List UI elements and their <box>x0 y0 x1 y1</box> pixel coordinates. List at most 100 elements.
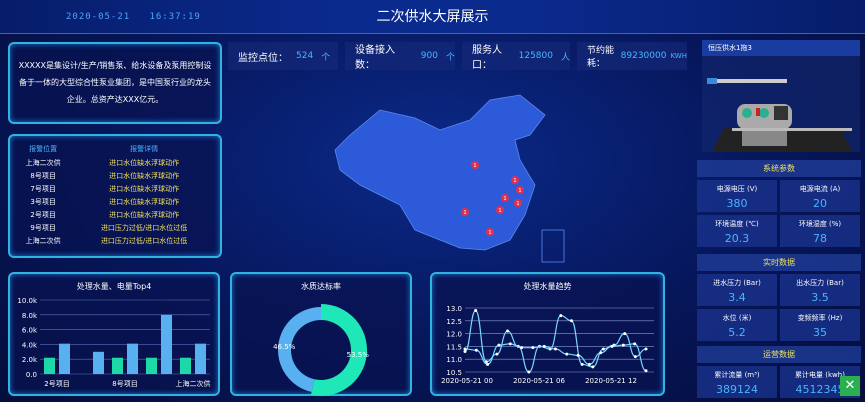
bar-chart-panel: 处理水量、电量Top4 0.0 2.0k 4.0k 6.0k 8.0k 10.0k 2号项目… <box>8 272 220 396</box>
data-point <box>569 319 573 323</box>
x-tick-label: 2号项目 <box>44 380 69 388</box>
stat-label: 设备接入数： <box>355 45 395 71</box>
operation-data: 运营数据 累计流量 (m³) 389124 累计电量 (kwh) 4512345 <box>697 346 861 398</box>
fullscreen-icon[interactable]: ✕ <box>840 376 860 396</box>
stat-monitor-points: 监控点位： 524 个 <box>228 42 338 70</box>
stat-value: 89230000 <box>620 51 667 61</box>
chart-title: 处理水量、电量Top4 <box>76 282 152 291</box>
data-point <box>474 348 478 352</box>
realtime-data: 实时数据 进水压力 (Bar) 3.4 出水压力 (Bar) 3.5 水位 (米) 5.2… <box>697 254 861 341</box>
param-cell: 变频频率 (Hz) 35 <box>780 309 860 341</box>
stat-label: 服务人口： <box>472 45 502 71</box>
param-label: 环境温度 (℃) <box>715 220 759 228</box>
table-row[interactable]: 上海二次供 进口水位缺水浮球动作 <box>14 156 216 169</box>
map-shape <box>334 94 546 251</box>
donut-chart: 53.5% 46.5% <box>273 304 370 396</box>
section-title: 运营数据 <box>697 346 861 363</box>
param-value: 78 <box>813 232 827 245</box>
donut-chart-panel: 水质达标率 53.5% 46.5% <box>230 272 412 396</box>
table-row[interactable]: 7号项目 进口水位缺水浮球动作 <box>14 182 216 195</box>
table-row[interactable]: 上海二次供 进口压力过低/进口水位过低 <box>14 234 216 247</box>
stat-value: 125800 <box>518 51 553 61</box>
map-marker[interactable]: 1 <box>514 199 522 207</box>
data-point <box>531 346 535 350</box>
data-point <box>497 343 501 347</box>
svg-text:1: 1 <box>518 188 521 194</box>
stat-unit: 个 <box>321 52 331 63</box>
alarm-detail: 进口水位缺水浮球动作 <box>109 210 180 219</box>
x-tick-label: 2020-05-21 00 <box>441 377 493 385</box>
data-point <box>527 370 531 374</box>
map-marker[interactable]: 1 <box>501 194 509 202</box>
table-row[interactable]: 3号项目 进口水位缺水浮球动作 <box>14 195 216 208</box>
slice-label: 53.5% <box>347 351 370 359</box>
bar-chart: 0.0 2.0k 4.0k 6.0k 8.0k 10.0k 2号项目 8号项目 上海二次供 <box>17 297 211 388</box>
param-cell: 环境湿度 (%) 78 <box>780 215 860 247</box>
map-marker[interactable]: 1 <box>496 206 504 214</box>
table-row[interactable]: 2号项目 进口水位缺水浮球动作 <box>14 208 216 221</box>
datetime: 2020-05-21 16:37:19 <box>66 12 201 22</box>
param-cell: 累计流量 (m³) 389124 <box>697 366 777 398</box>
table-row[interactable]: 9号项目 进口压力过低/进口水位过低 <box>14 221 216 234</box>
stat-unit: 人 <box>560 52 570 63</box>
svg-text:1: 1 <box>473 163 476 169</box>
param-label: 电源电流 (A) <box>799 185 841 193</box>
param-label: 水位 (米) <box>722 314 752 322</box>
bar <box>93 351 104 374</box>
x-tick-label: 2020-05-21 12 <box>585 377 637 385</box>
map-marker[interactable]: 1 <box>461 208 469 216</box>
data-point <box>495 352 499 356</box>
data-point <box>587 362 591 366</box>
bar <box>195 343 206 374</box>
bar <box>146 357 157 374</box>
data-point <box>599 351 603 355</box>
column-header: 报警位置 <box>29 145 58 153</box>
system-params: 系统参数 电源电压 (V) 380 电源电流 (A) 20 环境温度 (℃) 20.3 环境… <box>697 160 861 247</box>
column-header: 报警详情 <box>130 145 159 153</box>
alarm-location: 上海二次供 <box>25 236 61 245</box>
y-tick-label: 10.5 <box>446 369 462 377</box>
y-tick-label: 11.0 <box>446 356 462 364</box>
data-point <box>623 332 627 336</box>
equipment-title: 恒压供水1拖3 <box>702 40 860 56</box>
stat-energy: 节约能耗： 89230000 KWH <box>577 42 687 70</box>
param-cell: 环境温度 (℃) 20.3 <box>697 215 777 247</box>
param-label: 累计电量 (kwh) <box>795 371 845 379</box>
alarm-detail: 进口压力过低/进口水位过低 <box>100 236 188 245</box>
chart-title: 处理水量趋势 <box>523 282 572 291</box>
param-value: 20.3 <box>724 232 750 245</box>
pump-equipment-image <box>707 78 852 151</box>
param-value: 3.4 <box>728 291 746 304</box>
param-label: 电源电压 (V) <box>716 185 758 193</box>
param-value: 4512345 <box>795 383 845 396</box>
y-tick-label: 0.0 <box>26 371 37 379</box>
data-point <box>565 352 569 356</box>
bar <box>127 343 138 374</box>
alarm-detail: 进口水位缺水浮球动作 <box>109 158 180 167</box>
slice-label: 46.5% <box>273 343 296 351</box>
x-tick-label: 上海二次供 <box>176 379 211 388</box>
stat-devices: 设备接入数： 900 个 <box>345 42 455 71</box>
data-point <box>559 314 563 318</box>
data-point <box>644 369 648 373</box>
param-label: 出水压力 (Bar) <box>796 279 844 287</box>
data-point <box>463 350 467 354</box>
map-marker[interactable]: 1 <box>516 186 524 194</box>
map-marker[interactable]: 1 <box>471 161 479 169</box>
data-point <box>484 360 488 364</box>
stat-population: 服务人口： 125800 人 <box>462 42 570 71</box>
table-row[interactable]: 8号项目 进口水位缺水浮球动作 <box>14 169 216 182</box>
x-tick-label: 8号项目 <box>112 380 137 388</box>
x-tick-label: 2020-05-21 06 <box>513 377 565 385</box>
map-marker[interactable]: 1 <box>511 176 519 184</box>
header-bar <box>0 0 865 34</box>
param-cell: 进水压力 (Bar) 3.4 <box>697 274 777 306</box>
y-tick-label: 11.5 <box>446 343 462 351</box>
map-marker[interactable]: 1 <box>486 228 494 236</box>
svg-text:1: 1 <box>463 210 466 216</box>
param-label: 累计流量 (m³) <box>714 371 760 379</box>
data-point <box>542 344 546 348</box>
svg-text:1: 1 <box>513 178 516 184</box>
alarm-detail: 进口水位缺水浮球动作 <box>109 184 180 193</box>
